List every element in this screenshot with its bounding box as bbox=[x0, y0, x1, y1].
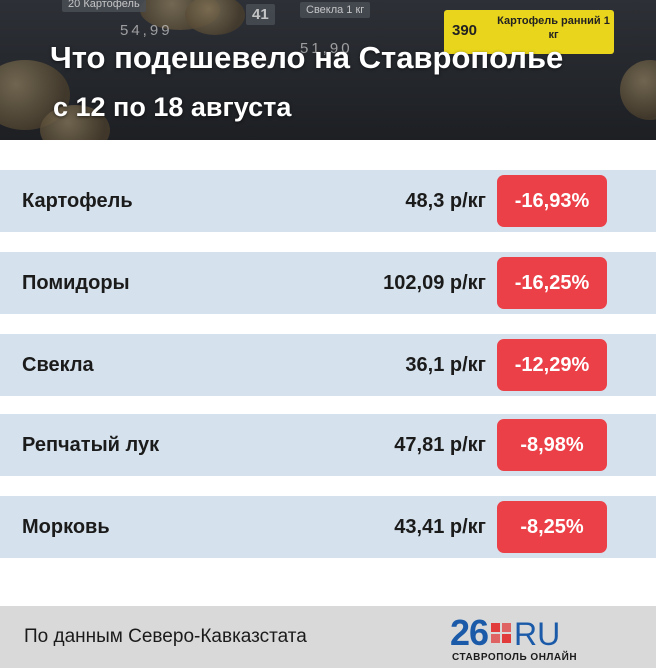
logo-wordmark: 26 RU bbox=[450, 615, 561, 652]
footer: По данным Северо-Кавказстата 26 RU СТАВРО… bbox=[0, 606, 656, 668]
background-price-tag: 41 bbox=[246, 4, 275, 25]
product-name: Помидоры bbox=[22, 272, 130, 294]
logo-square-icon bbox=[491, 623, 512, 643]
price-change-badge: -12,29% bbox=[497, 339, 607, 391]
logo-domain: RU bbox=[514, 616, 561, 652]
background-price-tag: Свекла 1 кг bbox=[300, 2, 371, 18]
table-row: Морковь 43,41 р/кг -8,25% bbox=[0, 496, 656, 558]
product-name: Свекла bbox=[22, 354, 94, 376]
background-price-tag: 20 Картофель bbox=[62, 0, 146, 12]
background-yellow-price-tag: 390 Картофель ранний 1 кг bbox=[444, 10, 614, 54]
table-row: Помидоры 102,09 р/кг -16,25% bbox=[0, 252, 656, 314]
background-price: 54,99 bbox=[120, 22, 173, 39]
table-row: Свекла 36,1 р/кг -12,29% bbox=[0, 334, 656, 396]
product-price: 48,3 р/кг bbox=[405, 190, 486, 212]
price-change-badge: -16,93% bbox=[497, 175, 607, 227]
background-potato bbox=[185, 0, 245, 35]
product-price: 36,1 р/кг bbox=[405, 354, 486, 376]
page-title: Что подешевело на Ставрополье bbox=[50, 40, 564, 75]
logo-number: 26 bbox=[450, 612, 489, 653]
page-subtitle: с 12 по 18 августа bbox=[53, 92, 292, 122]
background-potato bbox=[40, 105, 110, 140]
product-name: Морковь bbox=[22, 516, 110, 538]
product-price: 102,09 р/кг bbox=[383, 272, 486, 294]
product-name: Картофель bbox=[22, 190, 133, 212]
product-name: Репчатый лук bbox=[22, 434, 160, 456]
product-price: 43,41 р/кг bbox=[394, 516, 486, 538]
logo-subtitle: СТАВРОПОЛЬ ОНЛАЙН bbox=[452, 652, 578, 663]
product-price: 47,81 р/кг bbox=[394, 434, 486, 456]
price-change-badge: -8,25% bbox=[497, 501, 607, 553]
yellow-tag-text: Картофель ранний 1 кг bbox=[497, 15, 610, 41]
background-potato bbox=[620, 60, 656, 120]
site-logo[interactable]: 26 RU СТАВРОПОЛЬ ОНЛАЙН bbox=[450, 615, 620, 666]
header-banner: 20 Картофель 41 Свекла 1 кг 54,99 51,90 … bbox=[0, 0, 656, 140]
table-row: Картофель 48,3 р/кг -16,93% bbox=[0, 170, 656, 232]
data-source-note: По данным Северо-Кавказстата bbox=[24, 626, 307, 647]
background-price: 51,90 bbox=[300, 40, 353, 57]
price-change-badge: -8,98% bbox=[497, 419, 607, 471]
price-change-badge: -16,25% bbox=[497, 257, 607, 309]
yellow-tag-number: 390 bbox=[452, 22, 478, 39]
table-row: Репчатый лук 47,81 р/кг -8,98% bbox=[0, 414, 656, 476]
